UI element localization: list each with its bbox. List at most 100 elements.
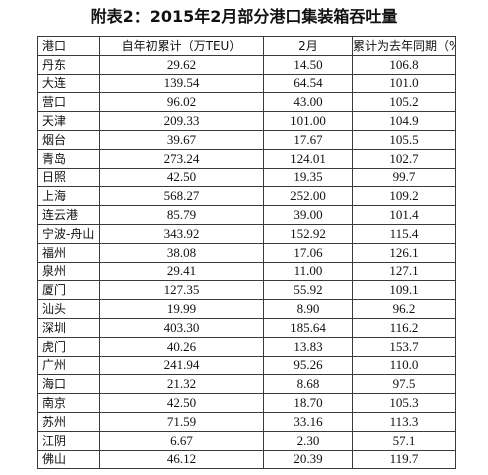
header-cumulative: 自年初累计（万TEU） [99,36,264,56]
header-yoy-ratio: 累计为去年同期（%） [352,36,456,56]
table-row: 广州 241.94 95.26 110.0 [37,355,456,376]
table-row: 营口 96.02 43.00 105.2 [37,92,456,113]
cell-february: 11.00 [263,261,353,282]
cell-february: 185.64 [263,317,353,338]
cell-port: 福州 [37,242,100,263]
cell-february: 101.00 [263,111,353,131]
cell-cumulative: 127.35 [99,280,264,301]
table-header-row: 港口 自年初累计（万TEU） 2月 累计为去年同期（%） [37,36,456,56]
cell-yoy-ratio: 109.1 [352,280,456,301]
cell-port: 天津 [37,111,100,131]
cell-yoy-ratio: 106.8 [352,54,456,75]
cell-cumulative: 568.27 [99,186,264,207]
cell-february: 252.00 [263,186,353,207]
cell-yoy-ratio: 96.2 [352,299,456,319]
port-throughput-table: 港口 自年初累计（万TEU） 2月 累计为去年同期（%） 丹东29.6214.5… [37,36,456,470]
table-row: 丹东 29.62 14.50 106.8 [37,54,456,75]
cell-cumulative: 209.33 [99,111,264,131]
cell-port: 丹东 [37,54,100,75]
cell-yoy-ratio: 99.7 [352,167,456,188]
cell-february: 20.39 [263,449,353,470]
table-body: 丹东 29.62 14.50 106.8 大连 139.54 64.54 101.0 营口 96.… [37,54,456,470]
cell-port: 烟台 [37,129,100,150]
cell-port: 汕头 [37,299,100,319]
cell-february: 152.92 [263,223,353,244]
cell-february: 8.90 [263,299,353,319]
table-row: 海口 21.32 8.68 97.5 [37,374,456,395]
cell-cumulative: 6.67 [99,430,264,451]
cell-cumulative: 139.54 [99,73,264,94]
table-row: 天津 209.33 101.00 104.9 [37,111,456,131]
cell-port: 营口 [37,92,100,113]
cell-port: 厦门 [37,280,100,301]
cell-port: 广州 [37,355,100,376]
cell-yoy-ratio: 110.0 [352,355,456,376]
cell-february: 43.00 [263,92,353,113]
table-row: 福州 38.08 17.06 126.1 [37,242,456,263]
cell-cumulative: 21.32 [99,374,264,395]
cell-cumulative: 39.67 [99,129,264,150]
table-row: 上海 568.27 252.00 109.2 [37,186,456,207]
cell-port: 南京 [37,393,100,413]
cell-yoy-ratio: 104.9 [352,111,456,131]
cell-port: 佛山 [37,449,100,470]
cell-yoy-ratio: 127.1 [352,261,456,282]
cell-cumulative: 29.41 [99,261,264,282]
cell-cumulative: 19.99 [99,299,264,319]
table-row: 青岛 273.24 124.01 102.7 [37,148,456,169]
cell-february: 39.00 [263,205,353,225]
cell-port: 青岛 [37,148,100,169]
cell-cumulative: 42.50 [99,167,264,188]
table-row: 虎门 40.26 13.83 153.7 [37,336,456,357]
cell-port: 深圳 [37,317,100,338]
cell-cumulative: 29.62 [99,54,264,75]
cell-port: 日照 [37,167,100,188]
cell-port: 苏州 [37,411,100,432]
cell-port: 宁波-舟山 [37,223,100,244]
cell-port: 海口 [37,374,100,395]
table-row: 厦门 127.35 55.92 109.1 [37,280,456,301]
cell-cumulative: 46.12 [99,449,264,470]
table-row: 日照 42.50 19.35 99.7 [37,167,456,188]
table-row: 烟台 39.67 17.67 105.5 [37,129,456,150]
table-row: 宁波-舟山 343.92 152.92 115.4 [37,223,456,244]
cell-february: 124.01 [263,148,353,169]
cell-cumulative: 96.02 [99,92,264,113]
header-february: 2月 [263,36,353,56]
table-row: 连云港 85.79 39.00 101.4 [37,205,456,225]
cell-port: 大连 [37,73,100,94]
header-port: 港口 [37,36,100,56]
cell-yoy-ratio: 105.3 [352,393,456,413]
cell-yoy-ratio: 113.3 [352,411,456,432]
cell-february: 8.68 [263,374,353,395]
cell-yoy-ratio: 105.5 [352,129,456,150]
cell-february: 14.50 [263,54,353,75]
cell-february: 13.83 [263,336,353,357]
cell-february: 33.16 [263,411,353,432]
cell-port: 虎门 [37,336,100,357]
cell-yoy-ratio: 57.1 [352,430,456,451]
cell-yoy-ratio: 97.5 [352,374,456,395]
cell-yoy-ratio: 116.2 [352,317,456,338]
cell-port: 泉州 [37,261,100,282]
cell-cumulative: 273.24 [99,148,264,169]
cell-february: 2.30 [263,430,353,451]
cell-february: 17.67 [263,129,353,150]
cell-cumulative: 38.08 [99,242,264,263]
table-row: 泉州 29.41 11.00 127.1 [37,261,456,282]
cell-cumulative: 85.79 [99,205,264,225]
table-title: 附表2：2015年2月部分港口集装箱吞吐量 [90,7,398,26]
cell-cumulative: 241.94 [99,355,264,376]
cell-february: 55.92 [263,280,353,301]
cell-yoy-ratio: 126.1 [352,242,456,263]
table-row: 大连 139.54 64.54 101.0 [37,73,456,94]
cell-yoy-ratio: 101.0 [352,73,456,94]
cell-port: 江阴 [37,430,100,451]
cell-cumulative: 343.92 [99,223,264,244]
table-row: 深圳 403.30 185.64 116.2 [37,317,456,338]
table-row: 苏州 71.59 33.16 113.3 [37,411,456,432]
cell-yoy-ratio: 109.2 [352,186,456,207]
table-row: 南京 42.50 18.70 105.3 [37,393,456,413]
cell-port: 连云港 [37,205,100,225]
cell-cumulative: 40.26 [99,336,264,357]
